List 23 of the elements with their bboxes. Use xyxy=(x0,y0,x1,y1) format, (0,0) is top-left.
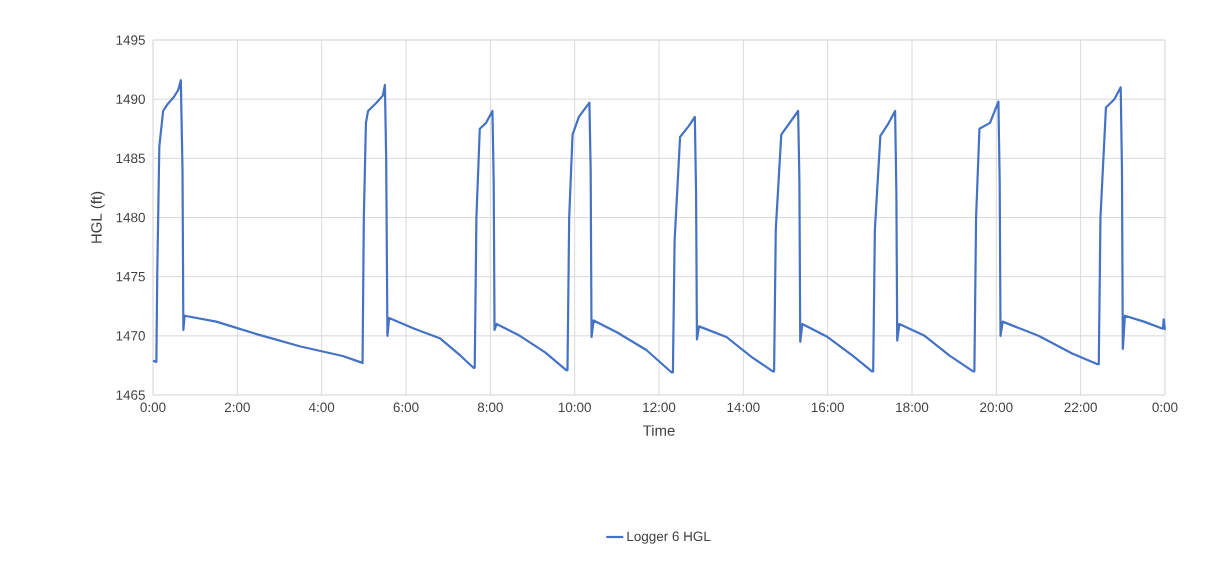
legend-label: Logger 6 HGL xyxy=(627,531,711,544)
y-tick-label: 1495 xyxy=(116,35,145,45)
x-axis-title: Time xyxy=(642,424,675,436)
x-tick-label: 20:00 xyxy=(980,402,1013,413)
y-tick-label: 1480 xyxy=(116,212,145,223)
x-tick-label: 6:00 xyxy=(393,402,419,413)
y-tick-label: 1485 xyxy=(116,153,145,164)
y-tick-label: 1465 xyxy=(116,390,145,400)
y-tick-label: 1470 xyxy=(116,331,145,341)
x-tick-label: 10:00 xyxy=(558,402,591,413)
x-tick-label: 2:00 xyxy=(224,402,250,413)
x-tick-label: 4:00 xyxy=(308,402,335,413)
x-tick-label: 22:00 xyxy=(1064,402,1097,413)
x-tick-label: 0:00 xyxy=(140,402,166,413)
y-tick-label: 1475 xyxy=(116,271,145,282)
x-tick-label: 12:00 xyxy=(643,402,676,413)
y-axis-title: HGL (ft) xyxy=(90,191,105,243)
x-tick-label: 14:00 xyxy=(727,402,760,413)
x-tick-label: 0:00 xyxy=(1152,402,1178,413)
x-tick-label: 8:00 xyxy=(477,402,503,413)
x-tick-label: 16:00 xyxy=(811,402,844,413)
x-tick-label: 18:00 xyxy=(896,402,929,413)
y-tick-label: 1490 xyxy=(116,94,145,104)
